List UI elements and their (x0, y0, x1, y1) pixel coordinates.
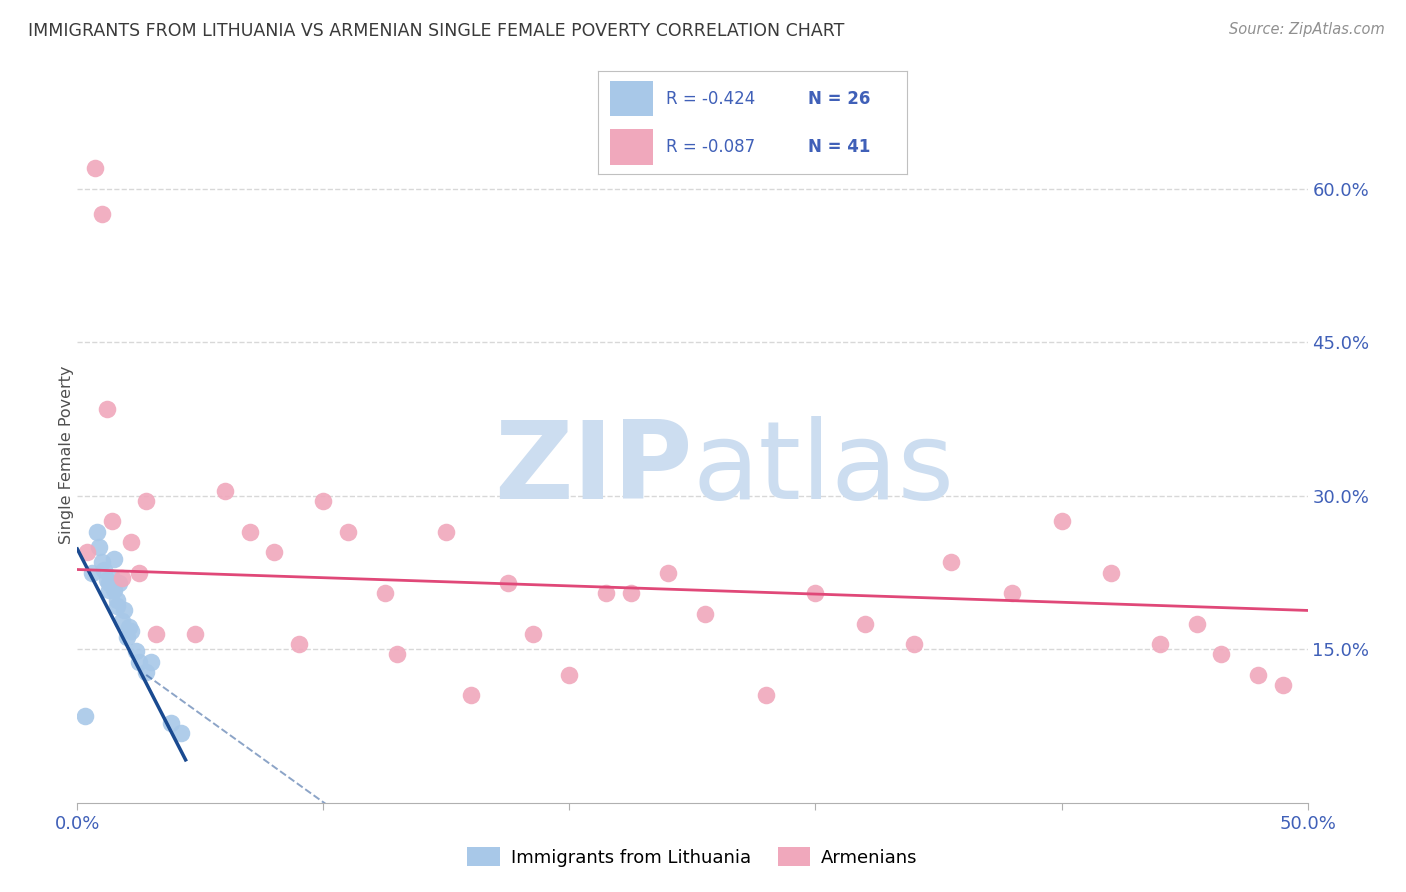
Point (1185, 616, 1208, 631)
Point (98, 575, 121, 590)
Point (112, 603, 135, 617)
Point (135, 665, 157, 679)
Point (101, 571, 124, 585)
Text: atlas: atlas (693, 416, 955, 522)
Point (115, 630, 138, 644)
Point (108, 575, 131, 590)
Point (89, 540, 111, 554)
Point (128, 566, 150, 580)
Point (804, 586, 827, 600)
Point (387, 648, 409, 662)
Point (1050, 515, 1073, 529)
FancyBboxPatch shape (610, 80, 654, 117)
Point (93, 562, 115, 576)
Point (263, 545, 285, 559)
Point (436, 524, 458, 539)
Point (853, 616, 876, 631)
Point (98, 582, 121, 597)
Point (111, 614, 132, 628)
Point (96, 401, 118, 416)
Point (184, 627, 207, 641)
Point (496, 575, 519, 590)
Point (170, 726, 193, 740)
Point (620, 586, 643, 600)
Point (558, 668, 581, 682)
Point (73, 708, 96, 723)
Point (1099, 566, 1122, 580)
Point (103, 552, 125, 566)
Text: Source: ZipAtlas.com: Source: ZipAtlas.com (1229, 22, 1385, 37)
Point (145, 627, 167, 641)
Point (374, 586, 396, 600)
Point (1149, 637, 1171, 651)
Point (1247, 668, 1270, 682)
Point (1001, 586, 1024, 600)
Point (121, 535, 143, 549)
Legend: Immigrants from Lithuania, Armenians: Immigrants from Lithuania, Armenians (460, 840, 925, 874)
Point (337, 524, 360, 539)
Point (239, 524, 262, 539)
Point (83, 161, 105, 176)
Point (86, 524, 108, 539)
Point (82, 566, 104, 580)
Point (103, 582, 125, 597)
Point (1211, 648, 1233, 662)
Point (90, 555, 114, 569)
Point (312, 494, 335, 508)
Point (76, 545, 98, 559)
Point (125, 644, 148, 658)
Point (135, 494, 157, 508)
Point (288, 637, 311, 651)
Point (460, 689, 482, 703)
Point (522, 627, 544, 641)
Point (105, 593, 128, 607)
Point (657, 566, 679, 580)
Text: ZIP: ZIP (494, 416, 693, 522)
Y-axis label: Single Female Poverty: Single Female Poverty (59, 366, 73, 544)
Text: R = -0.424: R = -0.424 (665, 89, 755, 108)
Text: IMMIGRANTS FROM LITHUANIA VS ARMENIAN SINGLE FEMALE POVERTY CORRELATION CHART: IMMIGRANTS FROM LITHUANIA VS ARMENIAN SI… (28, 22, 845, 40)
FancyBboxPatch shape (610, 128, 654, 165)
Point (693, 607, 716, 621)
Point (105, 599, 128, 614)
Point (214, 483, 236, 498)
Text: N = 41: N = 41 (808, 137, 870, 156)
Point (939, 555, 962, 569)
Point (141, 655, 163, 669)
Text: N = 26: N = 26 (808, 89, 870, 108)
Point (96, 573, 118, 587)
Point (121, 624, 143, 638)
Point (101, 515, 124, 529)
Point (755, 689, 778, 703)
Point (1272, 678, 1295, 692)
Point (595, 586, 617, 600)
Point (111, 571, 132, 585)
Point (118, 620, 141, 634)
Point (128, 655, 150, 669)
Point (90, 207, 114, 221)
Point (903, 637, 925, 651)
Point (160, 716, 183, 731)
Text: R = -0.087: R = -0.087 (665, 137, 755, 156)
